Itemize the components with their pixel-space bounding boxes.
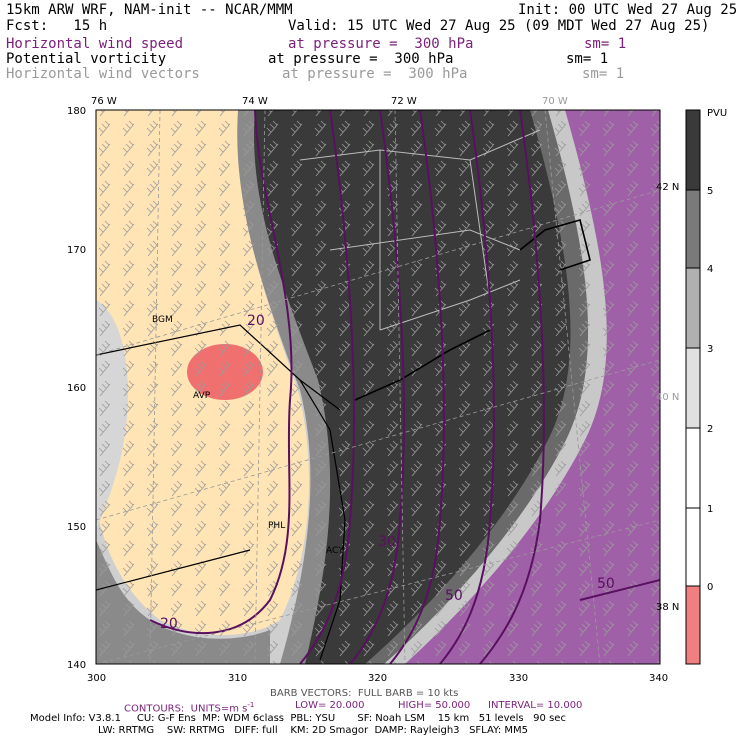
contour-high: HIGH= 50.000	[398, 700, 471, 711]
lat-label-38n: 38 N	[656, 602, 679, 613]
colorbar-bin-4-5	[686, 190, 700, 268]
colorbar-level-2: 2	[707, 424, 713, 435]
lon-label-76w: 76 W	[91, 96, 117, 107]
contour-label-50-a: 50	[597, 576, 615, 592]
y-tick-140: 140	[67, 660, 86, 671]
init-time: Init: 00 UTC Wed 27 Aug 25	[518, 2, 738, 18]
field-2-name: Potential vorticity	[6, 51, 167, 67]
contour-units-exponent: -1	[247, 701, 255, 709]
contour-units: CONTOURS: UNITS=m s	[124, 703, 248, 715]
field-3-level: at pressure = 300 hPa	[282, 66, 468, 82]
colorbar-level-4: 4	[707, 264, 713, 275]
field-1-sm: sm= 1	[584, 36, 627, 52]
contour-label-20-a: 20	[247, 313, 265, 329]
colorbar-level-1: 1	[707, 504, 713, 515]
station-bgm: BGM	[152, 315, 173, 325]
colorbar-bin-neg	[686, 586, 700, 664]
field-3-sm: sm= 1	[582, 66, 625, 82]
lat-label-42n: 42 N	[656, 182, 679, 193]
field-3-name: Horizontal wind vectors	[6, 66, 200, 82]
contour-low: LOW= 20.000	[295, 700, 365, 711]
contour-legend: CONTOURS: UNITS=m s-1	[124, 700, 254, 714]
colorbar-level-0: 0	[707, 582, 713, 593]
model-title: 15km ARW WRF, NAM-init -- NCAR/MMM	[6, 2, 293, 18]
model-info-physics: LW: RRTMG SW: RRTMG DIFF: full KM: 2D Sm…	[98, 725, 528, 736]
valid-time: Valid: 15 UTC Wed 27 Aug 25 (09 MDT Wed …	[288, 18, 710, 34]
station-acy: ACY	[326, 546, 344, 556]
field-2-sm: sm= 1	[566, 51, 609, 67]
forecast-hour: Fcst: 15 h	[6, 18, 108, 34]
lon-label-72w: 72 W	[391, 96, 417, 107]
y-tick-150: 150	[67, 522, 86, 533]
x-tick-310: 310	[228, 673, 247, 684]
y-tick-180: 180	[67, 106, 86, 117]
lon-label-70w: 70 W	[542, 96, 568, 107]
colorbar-level-3: 3	[707, 344, 713, 355]
map-frame	[95, 109, 661, 665]
contour-interval: INTERVAL= 10.000	[488, 700, 583, 711]
lat-label-40n: 40 N	[656, 392, 679, 403]
colorbar: PVU 0 1 2 3 4 5	[685, 108, 727, 665]
colorbar-bin-2-3	[686, 348, 700, 428]
contour-label-20-b: 20	[160, 616, 178, 632]
colorbar-unit: PVU	[707, 108, 727, 119]
model-info: Model Info: V3.8.1 CU: G-F Ens MP: WDM 6…	[30, 713, 566, 724]
barb-legend: BARB VECTORS: FULL BARB = 10 kts	[270, 688, 459, 699]
contour-label-50-b: 50	[445, 588, 463, 604]
colorbar-level-5: 5	[707, 186, 713, 197]
colorbar-bin-5-plus	[686, 110, 700, 190]
station-avp: AVP	[193, 391, 211, 401]
y-tick-160: 160	[67, 383, 86, 394]
field-1-level: at pressure = 300 hPa	[288, 36, 474, 52]
colorbar-bin-3-4	[686, 268, 700, 348]
colorbar-bin-0-1	[686, 508, 700, 586]
field-2-level: at pressure = 300 hPa	[268, 51, 454, 67]
x-tick-330: 330	[509, 673, 528, 684]
colorbar-bin-1-2	[686, 428, 700, 508]
x-tick-340: 340	[649, 673, 668, 684]
field-1-name: Horizontal wind speed	[6, 36, 184, 52]
x-tick-300: 300	[87, 673, 106, 684]
y-tick-170: 170	[67, 245, 86, 256]
lon-label-74w: 74 W	[242, 96, 268, 107]
x-tick-320: 320	[368, 673, 387, 684]
map-field	[96, 110, 660, 664]
contour-label-30: 30	[378, 534, 396, 550]
station-phl: PHL	[268, 521, 285, 531]
